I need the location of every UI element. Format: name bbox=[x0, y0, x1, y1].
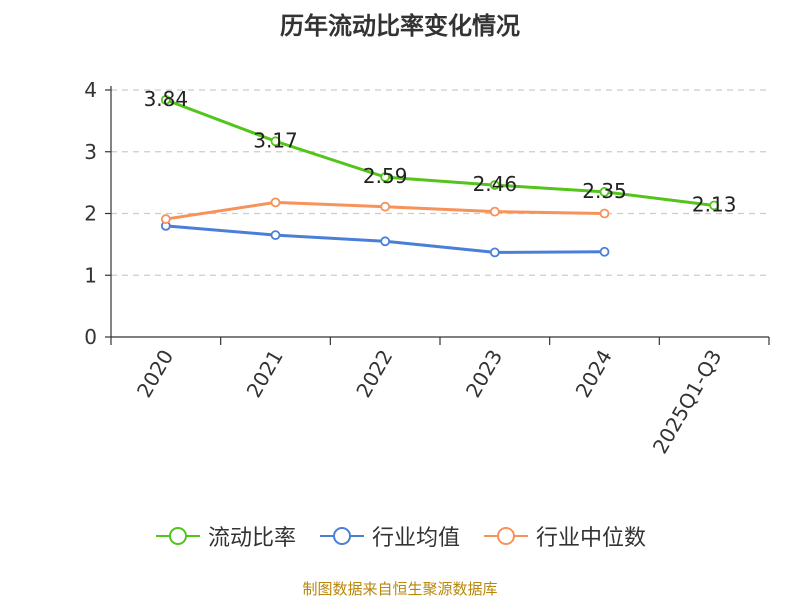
y-tick-label: 3 bbox=[84, 140, 97, 164]
series-point-2 bbox=[380, 201, 391, 212]
legend: 流动比率 行业均值 行业中位数 bbox=[0, 520, 800, 552]
legend-label-industry-mean: 行业均值 bbox=[371, 526, 460, 551]
x-tick-label: 2024 bbox=[571, 346, 617, 402]
y-tick-label: 2 bbox=[84, 202, 97, 226]
series-point-0 bbox=[380, 172, 391, 182]
x-tick-label: 2025Q1-Q3 bbox=[648, 346, 727, 458]
series-point-1 bbox=[599, 246, 610, 257]
legend-item-industry-median[interactable]: 行业中位数 bbox=[482, 520, 646, 552]
series-point-0 bbox=[599, 186, 610, 197]
y-tick-label: 1 bbox=[84, 263, 97, 287]
series-point-0 bbox=[270, 136, 281, 147]
data-label: 2.59 bbox=[363, 164, 408, 188]
chart-title: 历年流动比率变化情况 bbox=[280, 12, 520, 40]
data-label: 3.17 bbox=[253, 128, 298, 152]
x-tick-label: 2022 bbox=[351, 346, 397, 402]
legend-label-current-ratio: 流动比率 bbox=[207, 526, 296, 551]
legend-marker-industry-median bbox=[484, 527, 528, 545]
series-point-2 bbox=[270, 197, 281, 208]
data-label: 2.35 bbox=[582, 179, 627, 203]
legend-marker-current-ratio bbox=[155, 527, 200, 545]
series-point-1 bbox=[270, 230, 281, 241]
x-tick-label: 2020 bbox=[132, 346, 178, 402]
legend-item-industry-mean[interactable]: 行业均值 bbox=[318, 520, 460, 552]
data-label: 3.84 bbox=[144, 87, 189, 111]
series-point-2 bbox=[489, 206, 500, 217]
series-point-0 bbox=[160, 94, 171, 105]
series-point-1 bbox=[489, 247, 500, 258]
y-tick-label: 0 bbox=[84, 325, 97, 349]
y-tick-label: 4 bbox=[84, 78, 97, 102]
series-line-0 bbox=[165, 98, 715, 207]
series-point-1 bbox=[380, 236, 391, 247]
data-label: 2.46 bbox=[473, 172, 518, 196]
x-tick-label: 2021 bbox=[242, 346, 288, 402]
legend-label-industry-median: 行业中位数 bbox=[536, 526, 647, 551]
data-label: 2.13 bbox=[692, 192, 737, 216]
series-point-2 bbox=[160, 214, 171, 224]
series-point-2 bbox=[599, 208, 610, 219]
legend-item-current-ratio[interactable]: 流动比率 bbox=[154, 520, 296, 552]
series-point-0 bbox=[709, 200, 720, 211]
legend-marker-industry-mean bbox=[319, 527, 364, 545]
source-note: 制图数据来自恒生聚源数据库 bbox=[302, 580, 498, 598]
x-tick-label: 2023 bbox=[461, 346, 507, 402]
series-point-0 bbox=[489, 180, 500, 190]
